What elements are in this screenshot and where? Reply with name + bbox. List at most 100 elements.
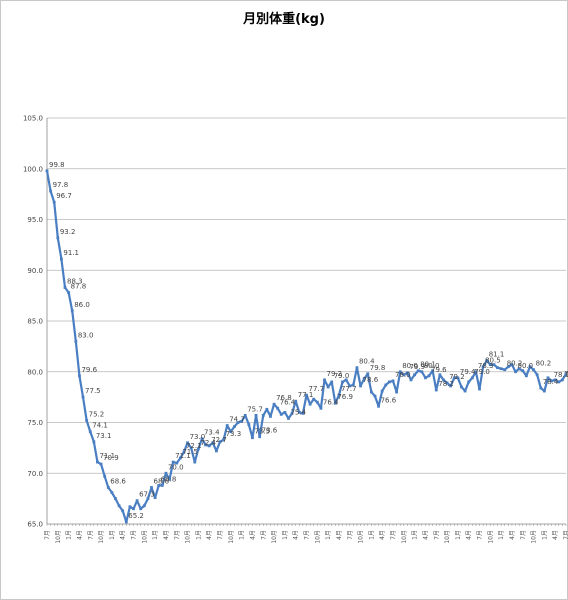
data-label: 71.1 [175,452,191,460]
data-point [189,446,193,450]
x-tick-label: 1月 [152,530,159,540]
data-label: 86.0 [74,301,90,309]
x-tick-label: 1月 [455,530,462,540]
data-point [49,189,53,193]
data-point [160,484,164,487]
data-point [456,376,460,380]
x-tick-label: 7月 [390,530,397,540]
data-label: 74.1 [92,422,108,430]
data-point [315,400,319,404]
x-tick-label: 4月 [249,530,256,540]
data-label: 79.2 [449,373,465,381]
data-label: 68.6 [110,477,126,485]
data-label: 78.0 [395,371,411,379]
x-tick-label: 4月 [163,530,170,540]
data-point [384,383,388,387]
x-tick-label: 1月 [109,530,116,540]
data-point [424,376,427,380]
data-label: 78.3 [478,362,494,370]
data-point [560,378,564,382]
data-point [99,462,103,466]
data-point [445,381,449,385]
x-tick-label: 10月 [401,530,408,544]
x-tick-label: 7月 [477,530,484,540]
y-tick-label: 95.0 [27,216,43,224]
data-point [373,394,377,398]
data-label: 73.0 [190,433,206,441]
data-label: 79.6 [81,366,97,374]
data-label: 80.5 [485,357,501,365]
x-tick-label: 7月 [87,530,94,540]
data-point [78,374,81,378]
x-tick-label: 4月 [120,530,127,540]
chart-title: 月別体重(kg) [243,12,325,27]
data-label: 75.7 [247,405,263,413]
data-point [96,460,99,464]
data-point [319,406,323,410]
data-point [301,411,305,415]
data-label: 68.6 [154,477,170,485]
data-point [416,369,420,373]
data-label: 80.0 [424,362,440,370]
data-point [283,410,287,414]
data-label: 67.3 [139,491,155,499]
data-point [157,484,161,487]
data-point [496,366,499,370]
data-label: 79.0 [474,368,490,376]
data-point [474,370,478,374]
data-point [222,438,226,442]
data-point [178,456,182,460]
data-label: 79.2 [327,370,343,378]
data-point [88,430,92,434]
data-label: 65.2 [128,512,144,520]
data-point [395,390,399,394]
x-tick-label: 4月 [76,530,83,540]
data-point [524,374,528,378]
data-label: 77.5 [85,387,101,395]
data-point [492,363,496,367]
x-tick-label: 7月 [520,530,527,540]
data-point [503,368,507,372]
series-line [45,170,567,524]
x-tick-label: 7月 [174,530,181,540]
x-tick-label: 1月 [239,530,246,540]
y-tick-label: 80.0 [27,368,43,376]
data-label: 71.5 [182,448,198,456]
x-tick-label: 1月 [282,530,289,540]
data-point [427,374,431,378]
x-tick-label: 10月 [531,530,538,544]
data-label: 72.4 [200,439,216,447]
data-point [287,417,290,420]
data-point [542,389,546,393]
data-point [132,507,135,511]
x-tick-label: 4月 [379,530,386,540]
data-label: 80.0 [402,362,418,370]
data-label: 73.4 [204,429,220,437]
data-point [164,471,168,475]
data-point [204,443,207,447]
data-label: 78.1 [554,371,568,379]
x-tick-label: 7月 [563,530,568,540]
data-label: 80.1 [420,361,436,369]
data-label: 77.1 [298,391,314,399]
y-tick-label: 90.0 [27,267,43,275]
data-point [510,363,514,367]
data-point [103,474,107,478]
data-label: 99.8 [49,161,65,169]
data-label: 97.8 [53,181,69,189]
data-point [297,410,301,414]
data-label: 75.4 [290,408,306,416]
data-point [434,388,438,392]
data-point [348,384,352,388]
data-point [514,370,517,374]
data-point [333,401,337,405]
data-point [193,460,197,464]
data-point [355,366,359,370]
data-point [247,423,251,426]
y-tick-label: 105.0 [23,115,43,123]
data-point [351,383,355,387]
data-label: 80.2 [536,360,552,368]
data-point [139,507,143,511]
